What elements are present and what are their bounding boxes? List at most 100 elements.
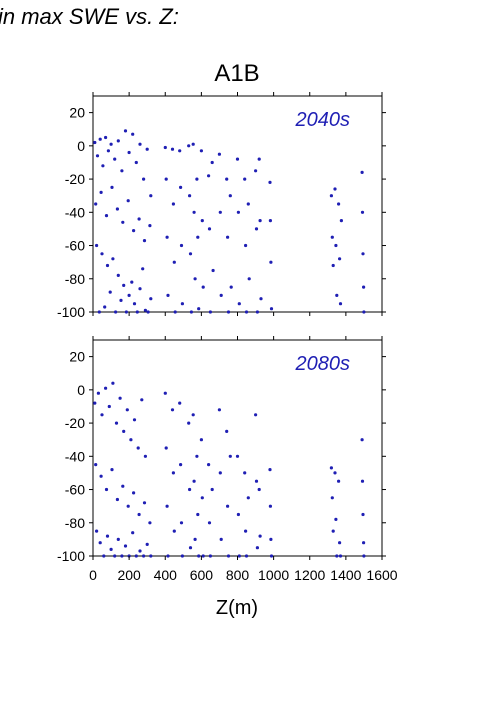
y-tick-label: -40 xyxy=(65,448,85,464)
data-point xyxy=(246,202,250,206)
data-point xyxy=(131,132,135,136)
data-point xyxy=(207,521,212,525)
data-point xyxy=(179,463,183,467)
data-point xyxy=(207,463,211,467)
data-point xyxy=(96,391,100,395)
data-point xyxy=(93,140,97,145)
data-point xyxy=(149,554,153,558)
data-point xyxy=(98,541,102,545)
data-point xyxy=(259,297,263,301)
data-point xyxy=(104,487,109,492)
data-point xyxy=(127,293,131,297)
data-point xyxy=(111,381,115,385)
data-point xyxy=(173,310,177,314)
data-point xyxy=(115,497,119,502)
data-point xyxy=(146,310,150,314)
y-tick-label: -20 xyxy=(65,171,85,187)
data-point xyxy=(105,263,110,268)
panel-2080s: 200-20-40-60-80-1000 200 400 600 800 1000 1200… xyxy=(57,336,398,583)
data-point xyxy=(138,142,142,146)
panel-label: 2040s xyxy=(295,109,351,131)
data-point xyxy=(211,268,215,273)
x-tick-label: 800 xyxy=(226,567,250,583)
data-point xyxy=(127,150,131,155)
data-point xyxy=(140,398,144,402)
data-point xyxy=(217,408,221,412)
data-point xyxy=(132,302,137,306)
data-point xyxy=(207,174,211,178)
data-point xyxy=(188,194,192,198)
y-tick-label: -80 xyxy=(65,515,85,531)
data-point xyxy=(331,529,335,533)
data-point xyxy=(149,297,153,301)
data-point xyxy=(337,202,341,206)
data-point xyxy=(360,210,365,214)
data-point xyxy=(330,235,334,239)
data-point xyxy=(135,310,139,314)
data-point xyxy=(138,287,142,291)
data-point xyxy=(236,512,240,517)
data-point xyxy=(166,293,170,297)
data-point xyxy=(171,202,175,206)
data-point xyxy=(191,413,195,417)
x-axis-label: Z(m) xyxy=(216,597,258,619)
data-point xyxy=(244,554,249,558)
data-points xyxy=(93,129,366,314)
data-point xyxy=(228,194,232,198)
data-point xyxy=(235,454,240,458)
data-point xyxy=(118,396,122,400)
data-point xyxy=(329,466,333,470)
data-point xyxy=(244,310,249,314)
y-tick-label: -60 xyxy=(65,238,85,254)
data-point xyxy=(138,549,142,553)
data-point xyxy=(120,169,124,173)
y-tick-label: 20 xyxy=(69,105,85,121)
data-point xyxy=(235,157,240,161)
data-point xyxy=(244,529,248,533)
data-point xyxy=(132,491,136,495)
data-point xyxy=(131,531,135,535)
data-point xyxy=(217,152,221,156)
data-point xyxy=(200,219,204,223)
data-point xyxy=(196,235,200,239)
data-point xyxy=(95,529,99,533)
data-point xyxy=(188,252,193,256)
data-point xyxy=(178,401,182,405)
data-point xyxy=(170,147,175,151)
data-point xyxy=(113,554,117,558)
data-point xyxy=(269,307,274,311)
panel-2040s: 20 0 -20 -40 -60 -80 -100 2040s xyxy=(57,92,386,320)
data-point xyxy=(218,210,222,214)
data-point xyxy=(126,504,130,508)
data-point xyxy=(254,227,259,231)
data-point xyxy=(180,302,184,306)
data-point xyxy=(189,310,193,314)
data-point xyxy=(360,479,365,483)
data-point xyxy=(338,257,342,261)
data-point xyxy=(123,129,128,133)
data-point xyxy=(269,260,273,264)
data-point xyxy=(94,202,98,206)
data-point xyxy=(334,517,338,522)
data-point xyxy=(142,239,147,243)
data-point xyxy=(244,243,248,248)
data-point xyxy=(330,496,334,500)
data-point xyxy=(178,149,182,153)
data-point xyxy=(210,487,214,492)
data-point xyxy=(337,479,341,483)
data-point xyxy=(226,554,231,558)
data-point xyxy=(257,157,261,161)
x-tick-label: 600 xyxy=(190,567,214,583)
y-tick-label: 0 xyxy=(77,138,85,154)
data-point xyxy=(333,187,337,191)
scenario-title: A1B xyxy=(214,60,259,87)
data-point xyxy=(142,177,146,181)
data-point xyxy=(255,310,259,314)
data-point xyxy=(192,210,196,214)
data-point xyxy=(100,252,104,256)
data-point xyxy=(137,217,141,221)
data-point xyxy=(208,310,212,314)
data-point xyxy=(123,544,128,548)
data-point xyxy=(187,421,191,425)
data-point xyxy=(361,512,365,517)
